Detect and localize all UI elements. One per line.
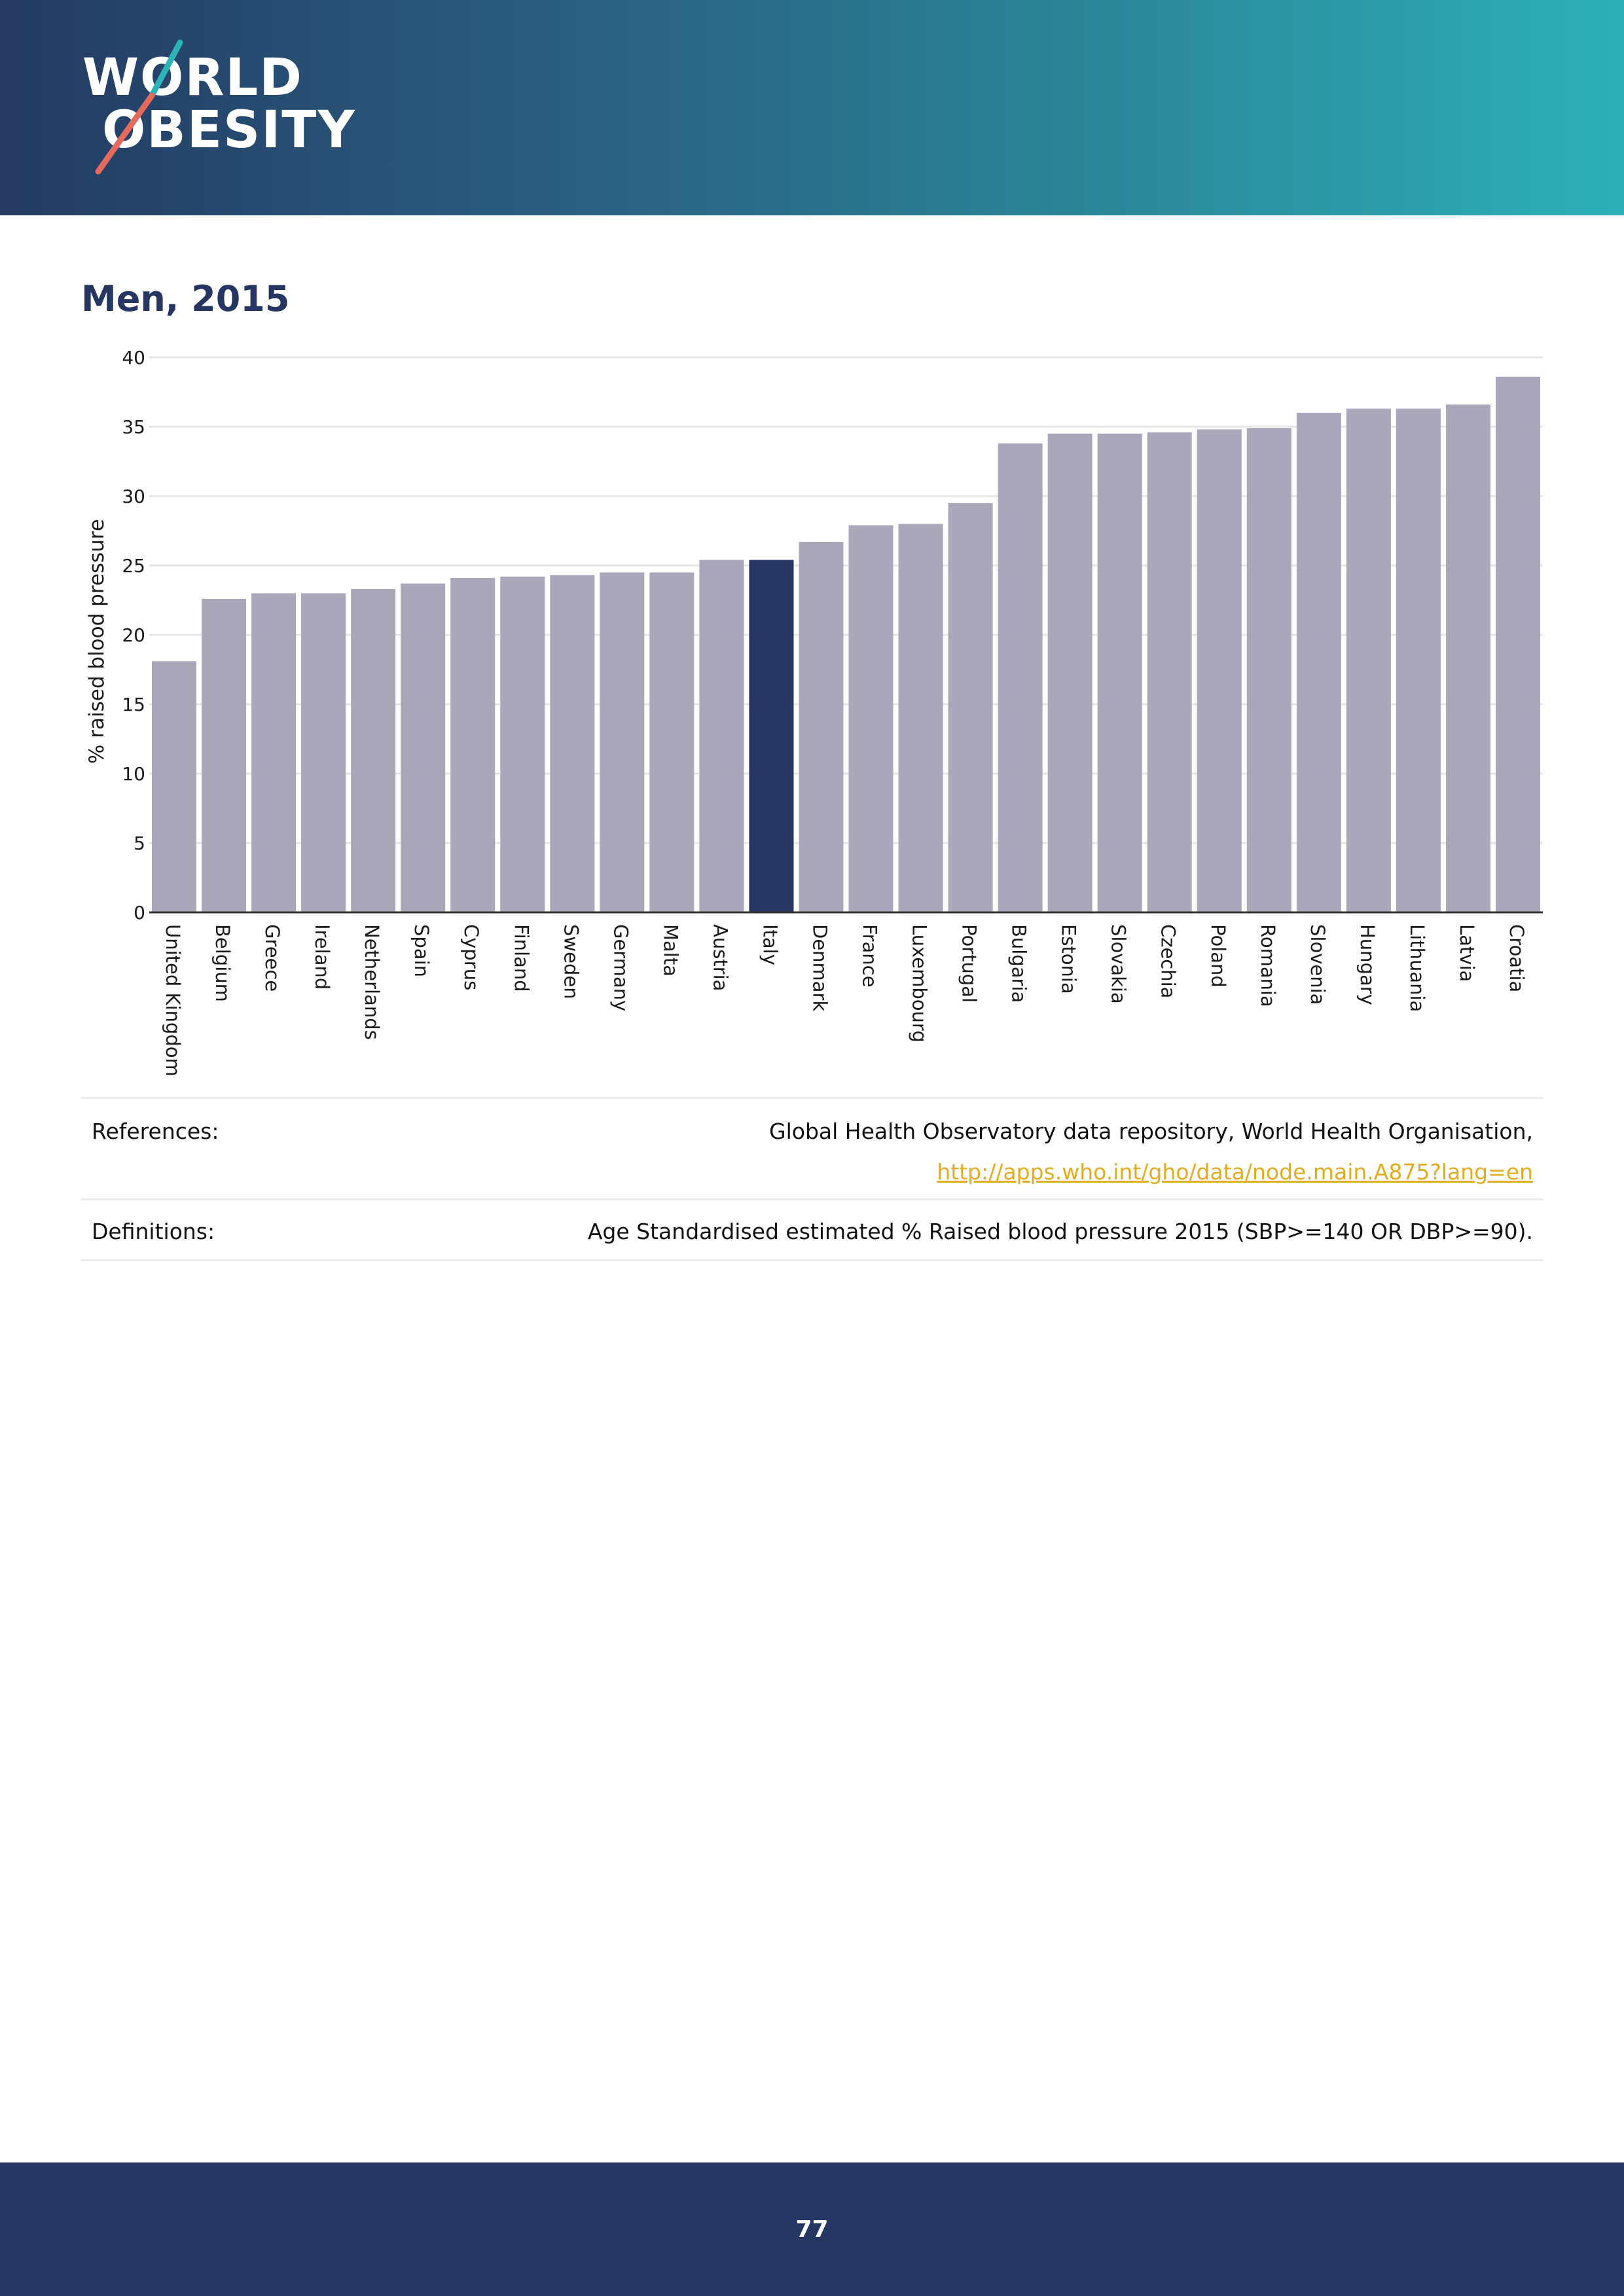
bar-finland xyxy=(500,576,545,912)
logo-slash-icon xyxy=(95,39,183,175)
bar-lithuania xyxy=(1396,408,1441,912)
bar-spain xyxy=(401,583,446,912)
y-tick-label: 20 xyxy=(122,624,145,646)
x-category-label: Estonia xyxy=(1058,924,1080,994)
y-tick-label: 35 xyxy=(122,416,145,438)
y-tick-label: 25 xyxy=(122,555,145,577)
bar-netherlands xyxy=(351,589,396,912)
x-category-label: United Kingdom xyxy=(162,924,184,1077)
bar-bulgaria xyxy=(998,443,1043,912)
references-row: References: Global Health Observatory da… xyxy=(81,1097,1543,1198)
page-footer: 77 xyxy=(0,2162,1624,2296)
bar-united-kingdom xyxy=(152,661,197,912)
bar-luxembourg xyxy=(898,524,943,912)
bar-portugal xyxy=(948,503,993,912)
logo-text-obesity: OBESITY xyxy=(102,101,356,160)
bar-austria xyxy=(699,560,744,912)
x-category-label: Malta xyxy=(659,924,681,977)
definitions-text: Age Standardised estimated % Raised bloo… xyxy=(587,1219,1533,1244)
x-category-label: Spain xyxy=(410,924,433,977)
references-label: References: xyxy=(92,1119,219,1144)
bar-germany xyxy=(600,572,645,912)
references-table: References: Global Health Observatory da… xyxy=(81,1097,1543,1261)
bar-chart: 0 5 10 15 20 25 30 35 40 United Kingdom Belgium Gr… xyxy=(85,347,1543,1077)
x-category-label: Portugal xyxy=(958,924,981,1003)
bar-ireland xyxy=(301,593,346,912)
references-text: Global Health Observatory data repositor… xyxy=(769,1119,1533,1144)
x-category-label: Ireland xyxy=(311,924,333,990)
references-link[interactable]: http://apps.who.int/gho/data/node.main.A… xyxy=(937,1159,1533,1185)
x-category-label: Croatia xyxy=(1506,924,1528,992)
bar-slovenia xyxy=(1296,412,1341,912)
bar-estonia xyxy=(1047,433,1092,912)
bar-latvia xyxy=(1445,404,1490,912)
x-category-label: Germany xyxy=(609,924,632,1011)
chart-x-labels: United Kingdom Belgium Greece Ireland Nether… xyxy=(162,924,1528,1077)
bar-greece xyxy=(251,593,297,912)
x-category-label: Slovakia xyxy=(1108,924,1130,1004)
x-category-label: Greece xyxy=(261,924,283,992)
y-axis-title: % raised blood pressure xyxy=(85,519,109,764)
x-category-label: Slovenia xyxy=(1307,924,1329,1005)
x-category-label: Hungary xyxy=(1356,924,1379,1005)
logo-text-world: WORLD xyxy=(82,48,303,107)
x-category-label: Denmark xyxy=(808,924,831,1011)
y-tick-label: 15 xyxy=(122,694,145,715)
page-header: WORLD OBESITY xyxy=(0,0,1624,215)
x-category-label: Sweden xyxy=(560,924,582,999)
world-obesity-logo: WORLD OBESITY xyxy=(79,39,355,177)
y-tick-label: 10 xyxy=(122,763,145,785)
bar-sweden xyxy=(550,575,595,912)
x-category-label: Luxembourg xyxy=(909,924,931,1043)
x-category-label: Italy xyxy=(759,924,781,965)
definitions-label: Definitions: xyxy=(92,1219,215,1244)
x-category-label: Romania xyxy=(1257,924,1279,1007)
bar-italy xyxy=(749,560,794,912)
chart-y-ticks: 0 5 10 15 20 25 30 35 40 xyxy=(122,347,145,924)
x-category-label: Austria xyxy=(709,924,731,991)
x-category-label: Belgium xyxy=(211,924,234,1002)
page-number: 77 xyxy=(795,2216,829,2243)
x-category-label: Poland xyxy=(1207,924,1229,988)
bar-czechia xyxy=(1147,432,1192,912)
bar-slovakia xyxy=(1097,433,1142,912)
bar-croatia xyxy=(1495,376,1540,912)
bar-poland xyxy=(1197,429,1242,912)
x-category-label: Latvia xyxy=(1456,924,1478,982)
x-category-label: Finland xyxy=(510,924,532,992)
bar-malta xyxy=(649,572,695,912)
y-tick-label: 30 xyxy=(122,486,145,507)
y-tick-label: 0 xyxy=(134,902,145,924)
bar-denmark xyxy=(799,541,844,912)
x-category-label: Netherlands xyxy=(361,924,383,1040)
x-category-label: Bulgaria xyxy=(1008,924,1030,1003)
bar-romania xyxy=(1246,428,1291,912)
chart-bars xyxy=(152,376,1540,912)
chart-title: Men, 2015 xyxy=(81,278,290,319)
bar-belgium xyxy=(202,598,247,912)
y-tick-label: 40 xyxy=(122,347,145,368)
x-category-label: France xyxy=(859,924,881,987)
x-category-label: Czechia xyxy=(1157,924,1180,998)
bar-cyprus xyxy=(450,578,496,912)
definitions-row: Definitions: Age Standardised estimated … xyxy=(81,1198,1543,1261)
bar-hungary xyxy=(1346,408,1391,912)
x-category-label: Cyprus xyxy=(460,924,482,990)
x-category-label: Lithuania xyxy=(1406,924,1428,1012)
y-tick-label: 5 xyxy=(134,833,145,854)
bar-france xyxy=(848,525,893,912)
